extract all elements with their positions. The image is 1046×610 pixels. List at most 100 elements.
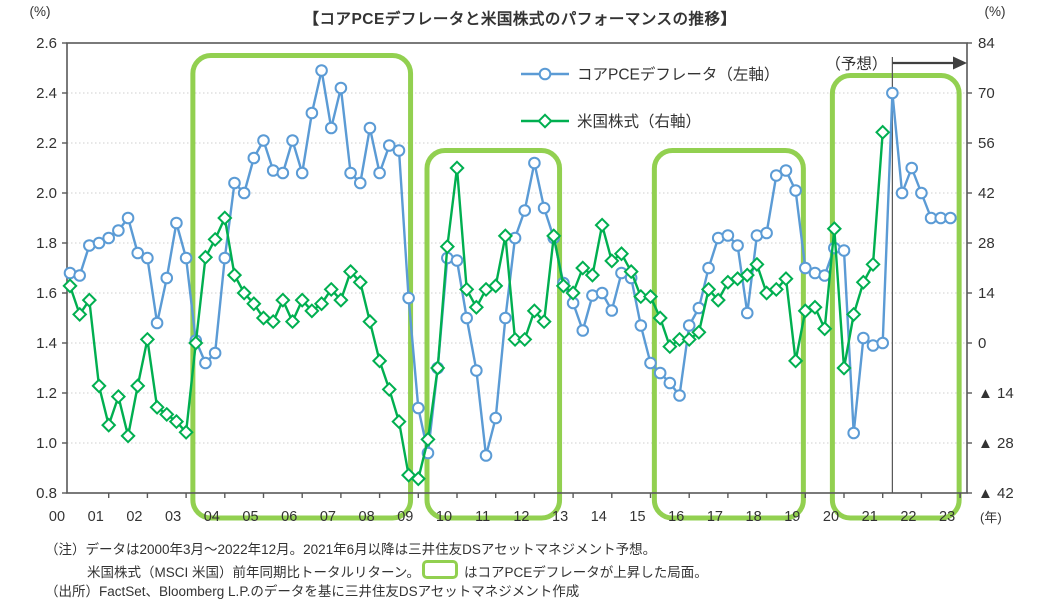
chart-title: 【コアPCEデフレータと米国株式のパフォーマンスの推移】 <box>303 11 737 28</box>
core-pce-point <box>73 269 86 282</box>
x-axis-year-label: 08 <box>359 509 375 525</box>
core-pce-point <box>644 356 657 370</box>
left-axis-label: 2.0 <box>36 185 57 202</box>
us-equity-point <box>381 381 397 398</box>
left-axis-label: 1.0 <box>36 435 57 452</box>
legend-circle-marker <box>538 67 552 81</box>
core-pce-point <box>450 254 464 267</box>
right-axis-label: 28 <box>978 235 995 252</box>
x-axis-year-label: 15 <box>629 509 645 525</box>
rising-phase-box <box>190 53 414 521</box>
core-pce-point <box>760 226 773 240</box>
core-pce-point <box>518 204 532 217</box>
legend-label: コアPCEデフレータ（左軸） <box>577 65 779 84</box>
note-line-2: 米国株式（MSCI 米国）前年同期比トータルリターン。 はコアPCEデフレータが上… <box>45 559 708 583</box>
core-pce-point <box>595 286 609 300</box>
core-pce-point <box>682 319 696 332</box>
core-pce-point <box>160 271 174 285</box>
core-pce-point <box>228 176 241 190</box>
right-axis-label: 42 <box>978 185 995 202</box>
core-pce-point <box>576 324 590 337</box>
us-equity-markers <box>62 124 891 487</box>
core-pce-point <box>92 236 106 250</box>
right-axis-unit: (%) <box>985 4 1006 19</box>
right-axis-label: ▲ 14 <box>978 385 1014 402</box>
us-equity-point <box>459 281 475 298</box>
us-equity-point <box>284 313 301 330</box>
us-equity-point <box>323 281 339 298</box>
us-equity-point <box>546 228 562 244</box>
us-equity-point <box>430 360 446 376</box>
us-equity-point <box>101 417 117 433</box>
core-pce-point <box>673 389 686 402</box>
core-pce-point <box>537 201 551 215</box>
core-pce-point <box>779 164 793 177</box>
core-pce-point <box>141 251 154 265</box>
core-pce-point <box>905 161 919 175</box>
right-axis-label: 70 <box>978 85 995 102</box>
x-axis-year-label: 12 <box>513 509 529 525</box>
core-pce-point <box>886 86 899 100</box>
us-equity-point <box>139 331 156 348</box>
us-equity-point <box>197 249 214 265</box>
us-equity-point <box>401 467 417 483</box>
core-pce-point <box>257 134 270 147</box>
us-equity-point <box>91 378 107 394</box>
right-axis-label: ▲ 28 <box>978 435 1014 452</box>
us-equity-point <box>275 292 291 308</box>
us-equity-point <box>865 256 881 273</box>
x-axis-year-label: 14 <box>591 509 607 525</box>
core-pce-line <box>69 69 951 457</box>
core-pce-point <box>895 186 909 200</box>
left-axis-label: 1.4 <box>36 335 57 352</box>
core-pce-point <box>392 144 406 157</box>
core-pce-point <box>799 261 812 275</box>
core-pce-point <box>460 311 473 325</box>
core-pce-point <box>721 229 735 242</box>
core-pce-point <box>237 186 251 200</box>
x-axis-year-label: 06 <box>281 509 297 525</box>
left-axis-unit: (%) <box>30 4 51 19</box>
core-pce-point <box>121 211 135 225</box>
us-equity-point <box>342 263 359 280</box>
x-axis-year-label: 05 <box>242 509 258 525</box>
x-axis-year-label: 07 <box>320 509 336 525</box>
axes: 2.6 2.4 2.2 2.0 1.8 1.6 1.4 1.2 1.0 0.8 84 70 56 42 28… <box>30 4 1014 525</box>
us-equity-point <box>488 278 504 294</box>
core-pce-point <box>837 244 851 257</box>
core-pce-point <box>150 316 164 330</box>
left-axis-label: 1.8 <box>36 235 57 252</box>
x-axis-year-label: 02 <box>126 509 142 525</box>
us-equity-point <box>710 292 726 308</box>
legend-item-core-pce: コアPCEデフレータ（左軸） <box>521 65 779 84</box>
us-equity-point <box>207 231 223 248</box>
us-equity-point <box>826 221 842 237</box>
core-pce-point <box>499 311 512 325</box>
us-equity-point <box>81 292 97 308</box>
core-pce-point <box>876 336 890 350</box>
core-pce-point <box>170 216 183 230</box>
us-equity-point <box>846 306 862 323</box>
core-pce-point <box>208 346 222 360</box>
us-equity-point <box>391 413 407 430</box>
x-axis-year-label: 21 <box>862 509 878 525</box>
us-equity-point <box>178 424 194 440</box>
us-equity-point <box>536 313 552 330</box>
rising-phase-box-sample <box>422 559 459 579</box>
us-equity-point <box>304 303 320 319</box>
us-equity-point <box>526 303 543 319</box>
core-pce-point <box>247 151 261 165</box>
core-pce-point <box>528 156 541 170</box>
legend-label: 米国株式（右軸） <box>577 113 701 131</box>
us-equity-point <box>575 260 591 276</box>
us-equity-point <box>333 292 349 308</box>
us-equity-point <box>555 278 572 294</box>
us-equity-point <box>855 274 871 290</box>
core-pce-point <box>218 251 232 265</box>
core-pce-point <box>479 449 493 462</box>
us-equity-point <box>652 310 668 326</box>
legend-diamond-marker <box>537 113 553 129</box>
forecast-arrow-head <box>953 56 967 70</box>
x-axis-year-label: 00 <box>49 509 65 525</box>
us-equity-point <box>497 228 513 244</box>
